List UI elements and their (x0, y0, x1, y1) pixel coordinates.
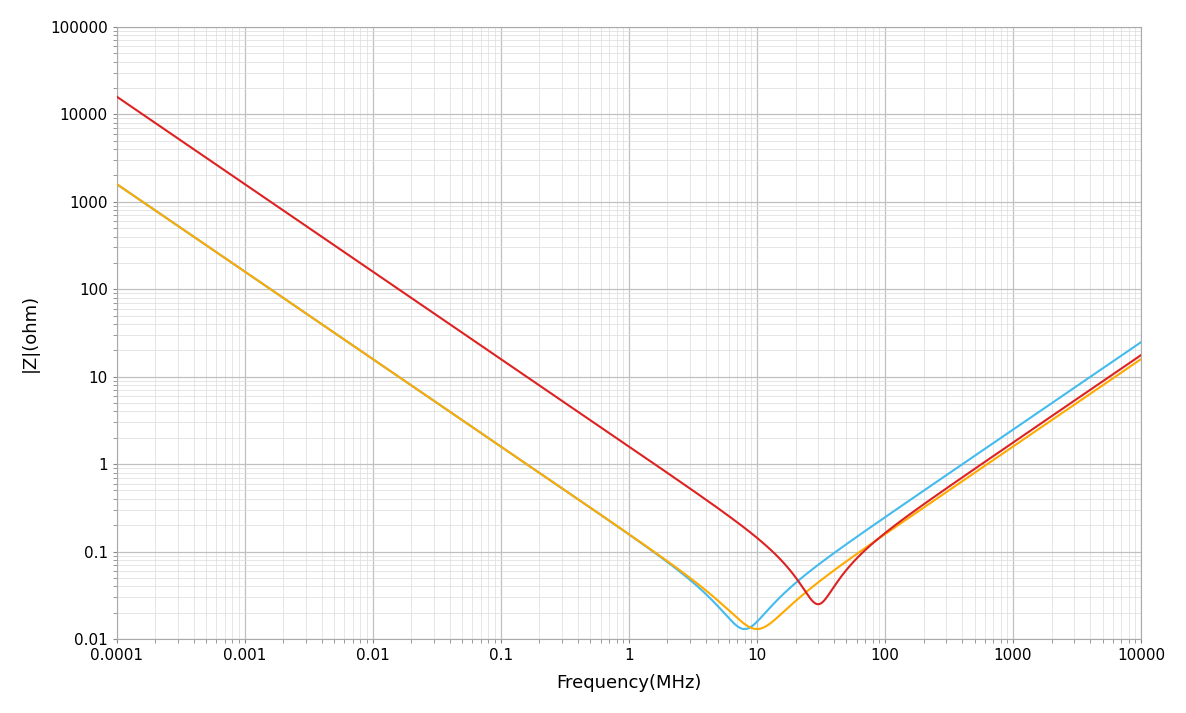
Y-axis label: |Z|(ohm): |Z|(ohm) (21, 294, 39, 372)
X-axis label: Frequency(MHz): Frequency(MHz) (556, 674, 702, 692)
